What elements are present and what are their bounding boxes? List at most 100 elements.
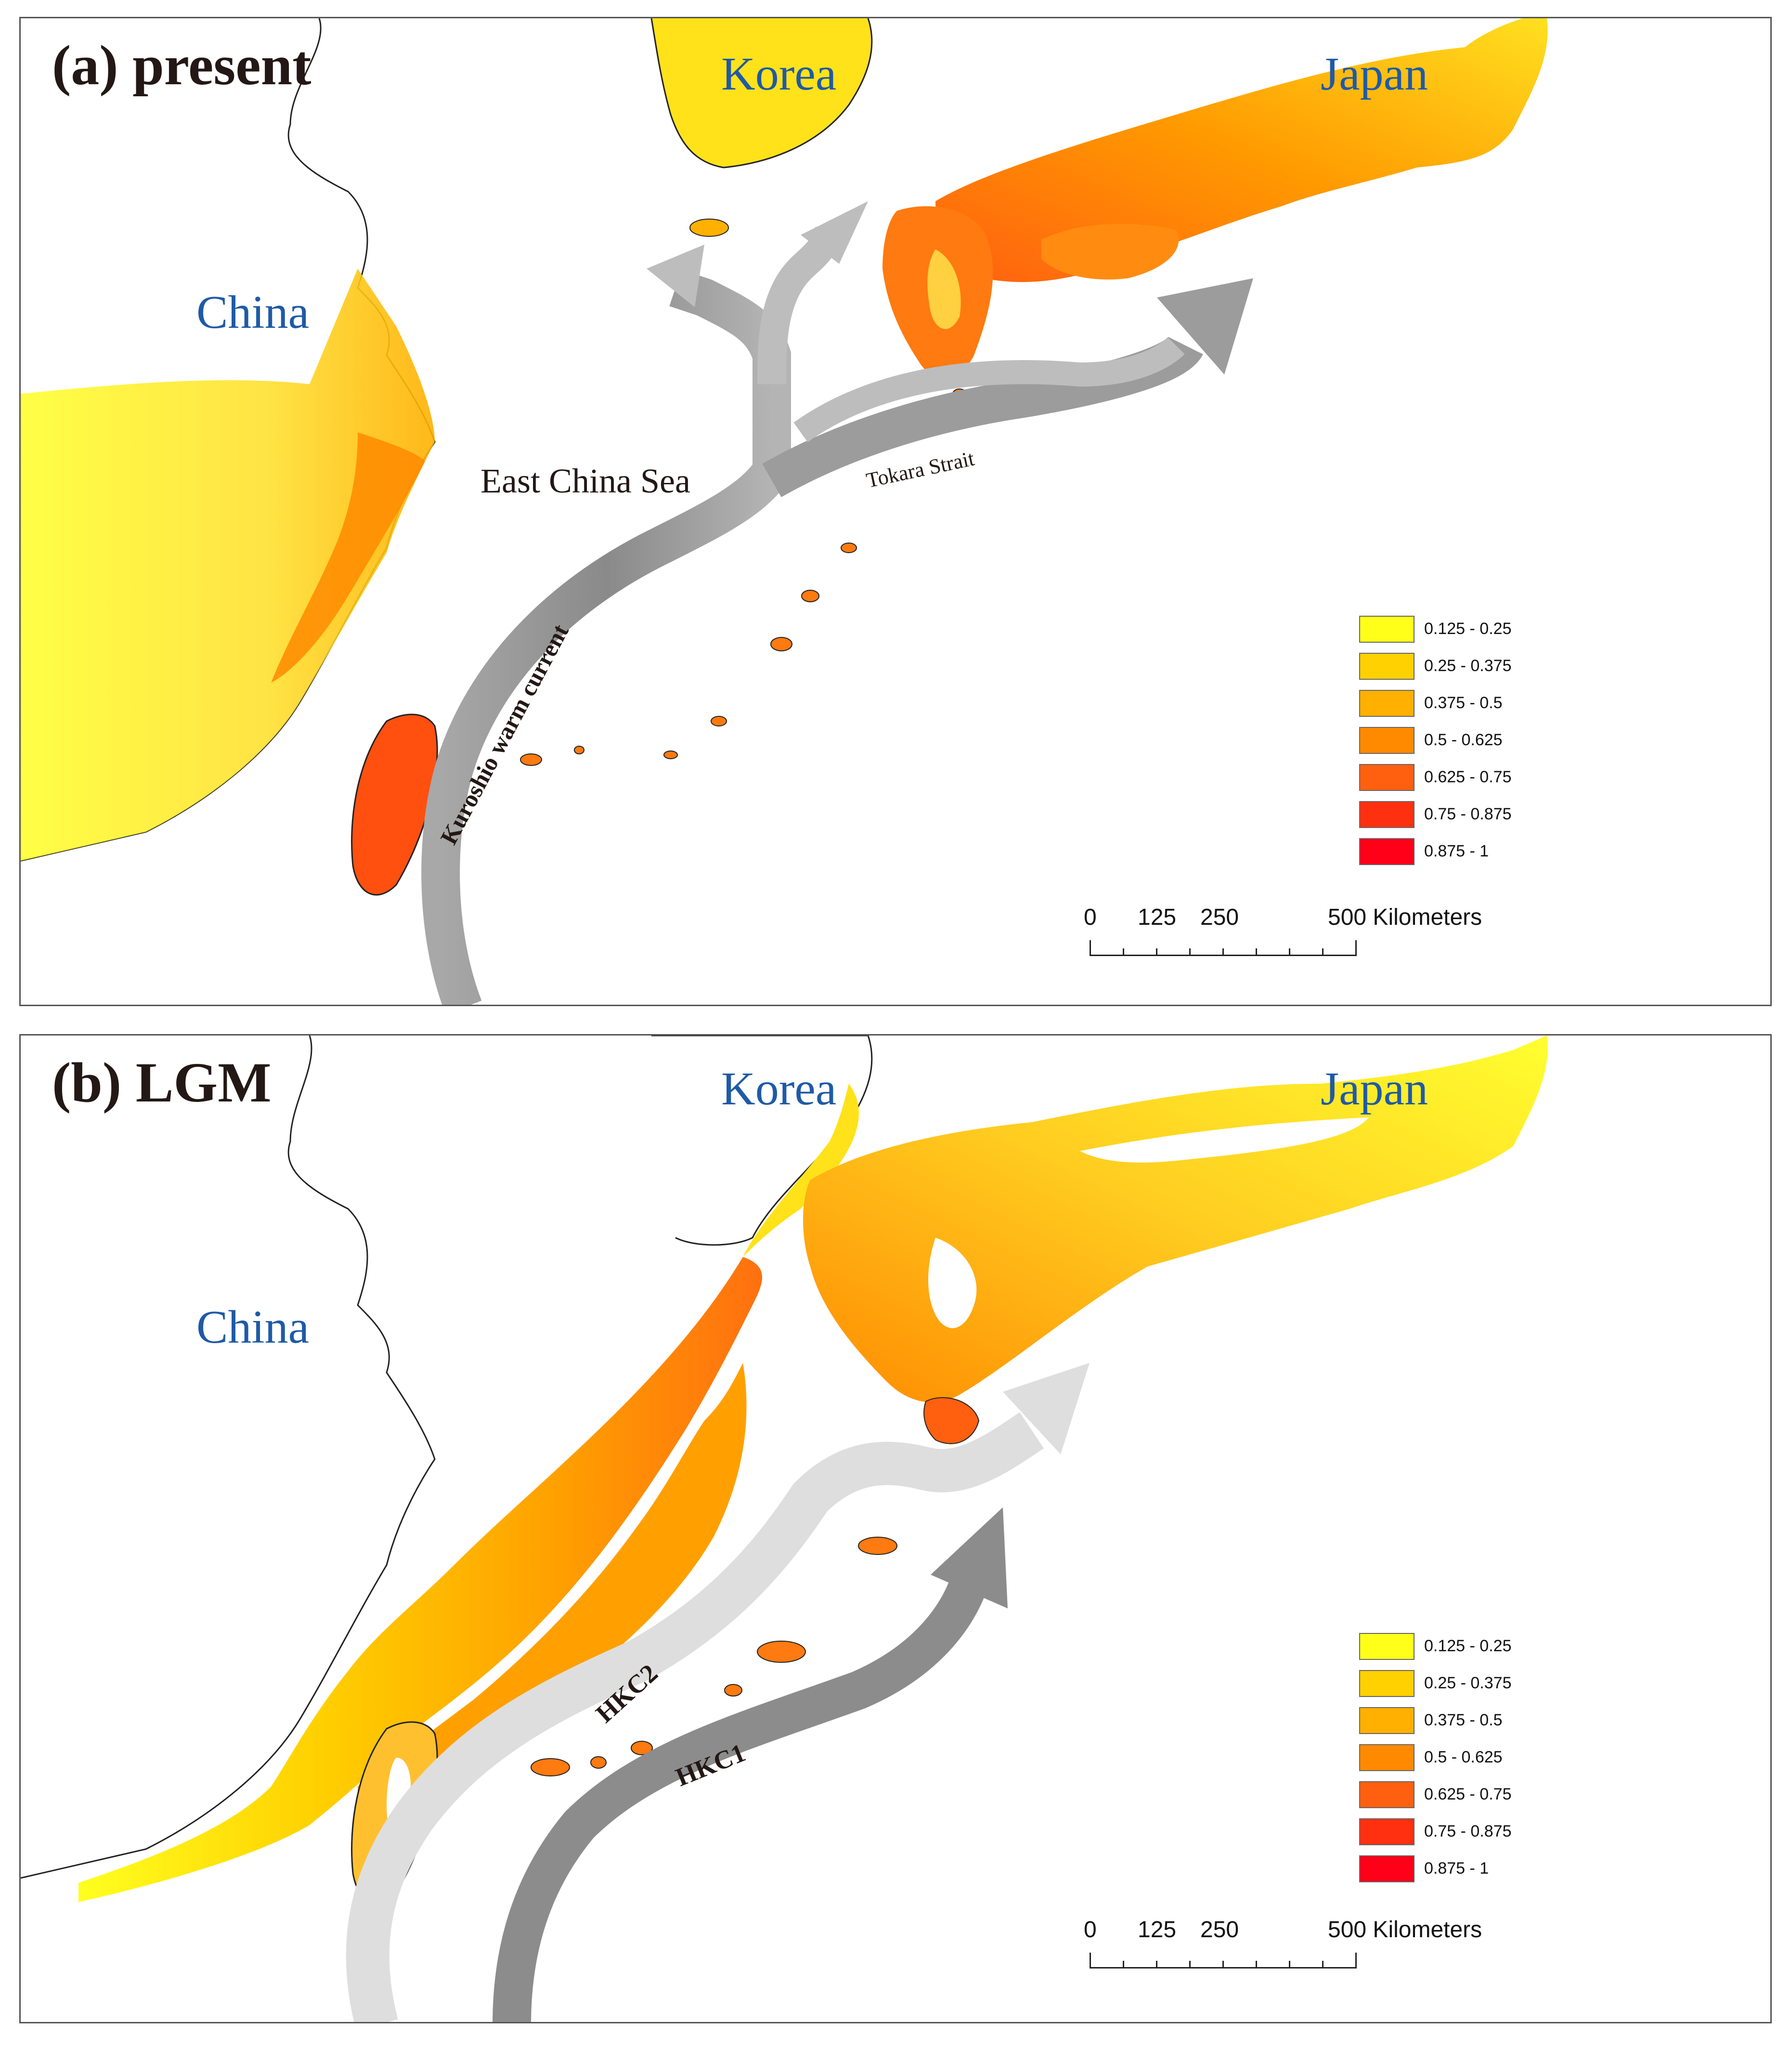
scale-label-250: 250	[1200, 1917, 1239, 1942]
panel-b-title: (b) LGM	[52, 1051, 272, 1114]
scale-tick	[1090, 1953, 1091, 1968]
scale-label-250: 250	[1200, 905, 1239, 930]
present-map-canvas: Tokara Strait Kuroshio warm current	[21, 18, 1548, 1005]
kyushu-south	[923, 1397, 980, 1444]
kuroshio-branch-north	[757, 226, 844, 385]
legend-swatch	[1359, 1707, 1415, 1734]
legend-swatch	[1359, 1781, 1415, 1808]
shikoku-landmass	[1041, 223, 1179, 280]
scale-tick	[1222, 1961, 1224, 1968]
china-coastline	[21, 1036, 436, 1879]
tokara-branch-upper	[793, 337, 1185, 442]
scale-tick	[1256, 1961, 1257, 1968]
legend-label: 0.875 - 1	[1424, 842, 1489, 860]
scale-label-0: 0	[1084, 1917, 1097, 1942]
scale-tick	[1355, 940, 1357, 956]
legend-lgm: 0.125 - 0.25 0.25 - 0.375 0.375 - 0.5 0.…	[1359, 1628, 1532, 1887]
scale-tick	[1322, 948, 1324, 956]
hkc1-current-arrow	[493, 1561, 993, 2022]
legend-row: 0.25 - 0.375	[1359, 1665, 1532, 1702]
legend-label: 0.5 - 0.625	[1424, 1748, 1503, 1766]
kuroshio-branch-north-head	[801, 201, 868, 264]
tokara-arrow-head	[1157, 278, 1253, 375]
east-china-sea-label: East China Sea	[480, 462, 690, 500]
legend-label: 0.625 - 0.75	[1424, 1785, 1512, 1803]
legend-row: 0.875 - 1	[1359, 833, 1532, 870]
scale-tick	[1156, 948, 1157, 956]
legend-label: 0.875 - 1	[1424, 1859, 1489, 1878]
legend-swatch	[1359, 1632, 1415, 1660]
scale-label-125: 125	[1138, 905, 1177, 930]
scale-tick	[1222, 948, 1224, 956]
japan-landmass	[935, 18, 1548, 282]
legend-row: 0.125 - 0.25	[1359, 610, 1532, 648]
hkc1-arrow-head	[931, 1507, 1008, 1608]
legend-swatch	[1359, 838, 1415, 865]
legend-label: 0.125 - 0.25	[1424, 1637, 1512, 1655]
lgm-map-canvas: HKC2 HKC1	[21, 1036, 1548, 2022]
tokara-strait-label: Tokara Strait	[864, 446, 976, 492]
korea-label: Korea	[721, 48, 837, 100]
legend-label: 0.375 - 0.5	[1424, 1711, 1503, 1729]
map-panel-lgm: HKC2 HKC1 (b) LGM China Korea Japan 0.12…	[19, 1034, 1772, 2023]
legend-swatch	[1359, 764, 1415, 791]
china-habitat	[21, 269, 435, 861]
legend-swatch	[1359, 689, 1415, 717]
korea-label: Korea	[721, 1063, 837, 1115]
legend-label: 0.75 - 0.875	[1424, 805, 1512, 823]
panel-a-title: (a) present	[52, 34, 311, 97]
exposed-shelf-inner	[358, 1363, 747, 1796]
scale-tick	[1156, 1961, 1157, 1968]
korea-coastline	[650, 18, 873, 168]
legend-present: 0.125 - 0.25 0.25 - 0.375 0.375 - 0.5 0.…	[1359, 610, 1532, 870]
kuroshio-branch-west-head	[647, 245, 704, 307]
legend-swatch	[1359, 801, 1415, 828]
scale-tick	[1189, 948, 1191, 956]
scale-tick	[1289, 1961, 1290, 1968]
scale-label-125: 125	[1138, 1917, 1177, 1942]
china-label: China	[196, 1301, 310, 1353]
legend-label: 0.375 - 0.5	[1424, 694, 1503, 712]
legend-swatch	[1359, 1670, 1415, 1697]
taiwan-landmass	[351, 713, 438, 896]
legend-swatch	[1359, 615, 1415, 643]
legend-swatch	[1359, 1855, 1415, 1882]
legend-row: 0.5 - 0.625	[1359, 1739, 1532, 1776]
legend-row: 0.375 - 0.5	[1359, 685, 1532, 722]
map-panel-present: Tokara Strait Kuroshio warm current (a) …	[19, 17, 1772, 1006]
legend-label: 0.125 - 0.25	[1424, 620, 1512, 638]
scale-tick	[1189, 1961, 1191, 1968]
japan-interior-white-2	[1080, 1117, 1369, 1163]
legend-label: 0.25 - 0.375	[1424, 1674, 1512, 1692]
legend-label: 0.625 - 0.75	[1424, 768, 1512, 786]
legend-label: 0.75 - 0.875	[1424, 1822, 1512, 1840]
ryukyu-islands	[531, 1537, 897, 1776]
japan-interior-white	[928, 1238, 977, 1328]
china-label: China	[196, 286, 310, 338]
legend-row: 0.875 - 1	[1359, 1850, 1532, 1887]
scale-tick	[1256, 948, 1257, 956]
kuroshio-current-arrow	[421, 270, 791, 1005]
legend-swatch	[1359, 726, 1415, 754]
jeju-island	[689, 219, 729, 237]
legend-row: 0.25 - 0.375	[1359, 648, 1532, 685]
legend-label: 0.5 - 0.625	[1424, 731, 1503, 749]
scale-tick	[1289, 948, 1290, 956]
kyushu-inner	[927, 249, 961, 329]
scale-tick	[1090, 940, 1091, 956]
legend-row: 0.75 - 0.875	[1359, 1813, 1532, 1850]
scale-bar-present: 0 125 250 500 Kilometers	[1070, 904, 1482, 971]
legend-label: 0.25 - 0.375	[1424, 657, 1512, 675]
scale-tick	[1355, 1953, 1357, 1968]
korea-landmass	[651, 1036, 873, 1246]
korea-coast-habitat	[743, 1084, 859, 1257]
korea-landmass	[651, 18, 872, 168]
japan-label: Japan	[1321, 48, 1428, 100]
legend-row: 0.5 - 0.625	[1359, 722, 1532, 759]
legend-row: 0.125 - 0.25	[1359, 1628, 1532, 1665]
legend-row: 0.75 - 0.875	[1359, 796, 1532, 833]
scale-tick	[1123, 1961, 1124, 1968]
scale-tick	[1123, 948, 1124, 956]
scale-label-0: 0	[1084, 905, 1097, 930]
scale-tick	[1322, 1961, 1324, 1968]
